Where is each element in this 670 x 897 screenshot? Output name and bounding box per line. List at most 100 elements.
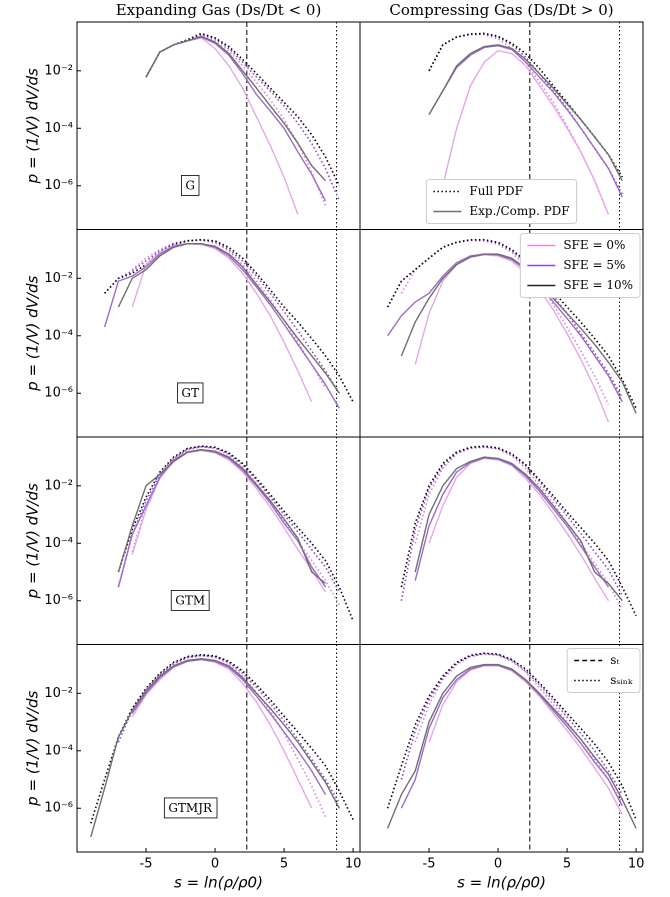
panel-label-box [170,590,210,611]
legend: SFE = 0% SFE = 5% SFE = 10% [519,233,641,298]
pdf-line [104,238,340,394]
pdf-line [400,652,623,795]
x-tick-label: 5 [280,857,288,872]
panel-label-box [181,175,200,196]
x-axis-label: s = ln(ρ/ρ0) [457,874,546,892]
pdf-line [104,238,354,403]
pdf-line [428,32,623,178]
pdf-line [414,456,623,602]
pdf-line [90,658,340,838]
legend-label: SFE = 10% [563,278,633,292]
pdf-line [386,663,637,829]
pdf-line [145,35,327,182]
pdf-line [400,445,623,601]
y-tick-label: 10⁻⁴ [44,328,73,343]
pdf-line [131,445,340,606]
panel-frame [359,644,644,853]
pdf-line [131,658,313,809]
x-tick-label: 0 [494,857,502,872]
pdf-line [131,449,327,593]
panel-label: G [185,178,195,192]
plot-area [386,644,637,852]
pdf-line [400,445,637,617]
plot-area [117,437,354,645]
pdf-line [117,243,340,394]
plot-area [103,229,354,437]
pdf-line [414,254,610,423]
y-tick-label: 10⁻⁴ [44,121,73,136]
pdf-line [442,49,610,215]
pdf-line [386,238,637,409]
legend-label: Exp./Comp. PDF [469,204,569,218]
pdf-line [428,457,610,602]
y-tick-label: 10⁻⁶ [44,178,73,193]
x-axis-label: s = ln(ρ/ρ0) [174,874,263,892]
y-tick-label: 10⁻² [44,63,73,78]
pdf-line [117,445,340,593]
pdf-line [131,243,313,403]
panel-frame [76,436,361,645]
plot-area [145,22,341,230]
plot-area [386,229,637,437]
legend-label: sₛᵢₙₖ [610,673,633,687]
column-title: Expanding Gas (Ds/Dt < 0) [116,1,322,19]
x-tick-label: 5 [563,857,571,872]
y-tick-label: 10⁻² [44,478,73,493]
y-axis-label: p = (1/V) dV/ds [24,276,42,392]
pdf-line [428,665,623,815]
legend: Full PDF Exp./Comp. PDF [425,179,578,224]
pdf-line [103,243,340,409]
plot-area [90,644,354,852]
pdf-line [428,44,623,182]
panel-label: GTM [175,593,205,607]
pdf-line [414,457,610,588]
x-tick-label: 10 [628,857,645,872]
y-tick-label: 10⁻⁴ [44,743,73,758]
legend-label: SFE = 5% [563,258,625,272]
column-title: Compressing Gas (Ds/Dt > 0) [389,1,613,19]
panel-label-box [177,382,204,404]
y-tick-label: 10⁻⁴ [44,536,73,551]
pdf-line [145,33,327,207]
legend-box [425,179,578,224]
pdf-line [428,33,623,195]
pdf-line [90,653,354,824]
x-tick-label: 0 [211,857,219,872]
legend-label: SFE = 0% [563,238,625,252]
y-tick-label: 10⁻⁶ [44,386,73,401]
panel-frame [359,436,644,645]
legend-label: sₜ [610,653,619,667]
pdf-line [117,449,326,584]
legend-box [519,233,641,298]
pdf-line [428,44,623,198]
pdf-line [131,658,327,795]
pdf-line [117,445,354,622]
pdf-line [386,652,637,820]
x-tick-label: -5 [423,857,436,872]
y-axis-label: p = (1/V) dV/ds [24,483,42,599]
pdf-line [145,33,341,202]
y-tick-label: 10⁻² [44,271,73,286]
pdf-line [400,664,623,809]
panel-label-box [163,797,218,819]
y-tick-label: 10⁻⁶ [44,801,73,816]
y-tick-label: 10⁻⁶ [44,593,73,608]
plot-area [400,437,637,645]
pdf-line [400,253,637,414]
legend-label: Full PDF [469,184,523,198]
pdf-line [131,239,327,389]
panel-frame [76,644,361,853]
y-axis-label: p = (1/V) dV/ds [24,691,42,807]
pdf-line [387,253,623,403]
y-axis-label: p = (1/V) dV/ds [24,68,42,184]
y-tick-label: 10⁻² [44,686,73,701]
panel-label: GT [181,386,199,400]
pdf-line [117,449,327,588]
x-tick-label: -5 [140,857,153,872]
pdf-line [117,654,340,804]
panel-frame [76,229,361,438]
legend: sₜ sₛᵢₙₖ [566,648,641,693]
legend-box [566,648,641,693]
x-tick-label: 10 [345,857,362,872]
